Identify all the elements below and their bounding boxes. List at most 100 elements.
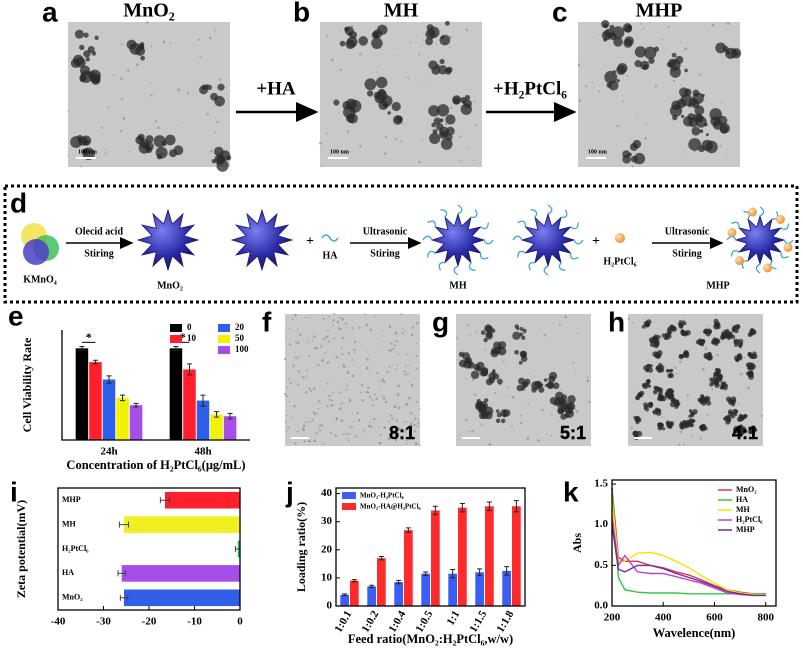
tem-particle bbox=[709, 377, 714, 382]
tem-particle bbox=[636, 430, 643, 437]
bar bbox=[431, 510, 440, 606]
tem-speck bbox=[363, 313, 366, 316]
category-label: MHP bbox=[62, 495, 81, 504]
tem-speck bbox=[467, 430, 470, 433]
tem-speck bbox=[511, 395, 515, 399]
tem-speck bbox=[294, 442, 297, 445]
tem-speck bbox=[687, 358, 689, 360]
bar bbox=[377, 558, 386, 606]
tem-speck bbox=[683, 444, 686, 446]
tem-speck bbox=[586, 379, 590, 383]
tem-speck bbox=[317, 363, 320, 367]
tem-speck bbox=[699, 73, 702, 76]
tem-particle bbox=[666, 333, 672, 339]
tem-speck bbox=[332, 324, 334, 327]
tem-speck bbox=[330, 431, 333, 434]
tem-speck bbox=[327, 329, 329, 332]
tem-particle bbox=[634, 60, 642, 68]
plot-frame bbox=[57, 487, 241, 611]
tem-speck bbox=[297, 383, 300, 386]
tem-speck bbox=[374, 315, 376, 318]
tem-particle bbox=[668, 369, 673, 373]
tem-particle bbox=[91, 51, 97, 56]
tem-particle bbox=[475, 400, 484, 409]
tem-speck bbox=[397, 427, 401, 431]
tem-speck bbox=[691, 434, 694, 437]
tem-speck bbox=[631, 165, 634, 168]
tem-speck bbox=[113, 73, 115, 76]
tem-speck bbox=[304, 440, 306, 443]
tem-speck bbox=[397, 406, 401, 410]
tem-speck bbox=[395, 368, 397, 371]
tem-speck bbox=[353, 348, 356, 351]
tem-particle bbox=[436, 104, 450, 117]
tem-speck bbox=[351, 412, 353, 415]
tem-speck bbox=[287, 426, 290, 429]
tem-speck bbox=[520, 414, 522, 417]
tem-particle bbox=[79, 65, 91, 76]
nanoflower bbox=[520, 212, 576, 268]
tem-particle bbox=[684, 88, 692, 96]
tem-speck bbox=[414, 417, 417, 420]
ha-chain bbox=[573, 239, 584, 245]
tem-particle bbox=[531, 381, 541, 391]
tem-particle bbox=[667, 326, 673, 332]
scheme-frame bbox=[3, 184, 799, 304]
pt-particle bbox=[727, 228, 737, 238]
ha-chain bbox=[512, 235, 523, 241]
tem-image bbox=[628, 314, 763, 446]
tem-speck bbox=[635, 116, 638, 118]
tem-speck bbox=[475, 330, 478, 333]
bar bbox=[475, 572, 484, 606]
tem-speck bbox=[404, 365, 407, 368]
tem-speck bbox=[369, 328, 372, 332]
tem-particle bbox=[433, 117, 441, 125]
tem-particle bbox=[470, 370, 480, 380]
tem-speck bbox=[305, 316, 308, 319]
tem-speck bbox=[358, 326, 361, 329]
tem-speck bbox=[381, 335, 383, 337]
tem-particle bbox=[435, 123, 444, 131]
tem-particle bbox=[645, 321, 651, 327]
tem-speck bbox=[283, 357, 287, 361]
tem-particle bbox=[89, 69, 101, 82]
tem-speck bbox=[409, 41, 412, 44]
tem-particle bbox=[705, 400, 712, 406]
error-bar bbox=[118, 521, 130, 528]
error-bar bbox=[504, 566, 510, 576]
tem-particle bbox=[748, 426, 753, 431]
tem-particle bbox=[538, 386, 545, 393]
category-label: H₂PtCl₆ bbox=[62, 544, 89, 553]
pt-particle bbox=[615, 233, 625, 243]
tem-speck bbox=[376, 71, 379, 73]
tem-speck bbox=[406, 353, 408, 356]
tem-speck bbox=[355, 435, 358, 438]
tem-speck bbox=[494, 392, 497, 395]
tem-speck bbox=[368, 369, 371, 372]
tem-particle bbox=[641, 324, 646, 329]
tem-particle bbox=[660, 394, 664, 398]
tem-particle bbox=[706, 354, 713, 361]
tem-speck bbox=[381, 395, 384, 397]
tem-speck bbox=[519, 421, 523, 425]
tem-particle bbox=[656, 410, 662, 416]
tem-speck bbox=[396, 393, 400, 396]
ratio-label: 8:1 bbox=[389, 423, 415, 443]
legend-swatch bbox=[170, 335, 182, 343]
x-tick-label: 1:0.1 bbox=[332, 609, 354, 635]
scale-bar-label: 100 nm bbox=[78, 149, 97, 155]
tem-speck bbox=[459, 135, 462, 138]
tem-speck bbox=[387, 437, 391, 441]
tem-particle bbox=[425, 28, 436, 40]
tem-speck bbox=[480, 423, 483, 426]
tem-speck bbox=[292, 364, 295, 367]
tem-speck bbox=[388, 365, 391, 368]
tem-speck bbox=[197, 38, 200, 41]
tem-particle bbox=[713, 318, 719, 324]
tem-particle bbox=[480, 330, 486, 336]
ha-chain bbox=[547, 204, 553, 215]
ha-chain bbox=[543, 265, 549, 276]
error-bar bbox=[214, 411, 220, 418]
tem-speck bbox=[107, 106, 110, 108]
y-tick-label: 30 bbox=[321, 515, 333, 527]
